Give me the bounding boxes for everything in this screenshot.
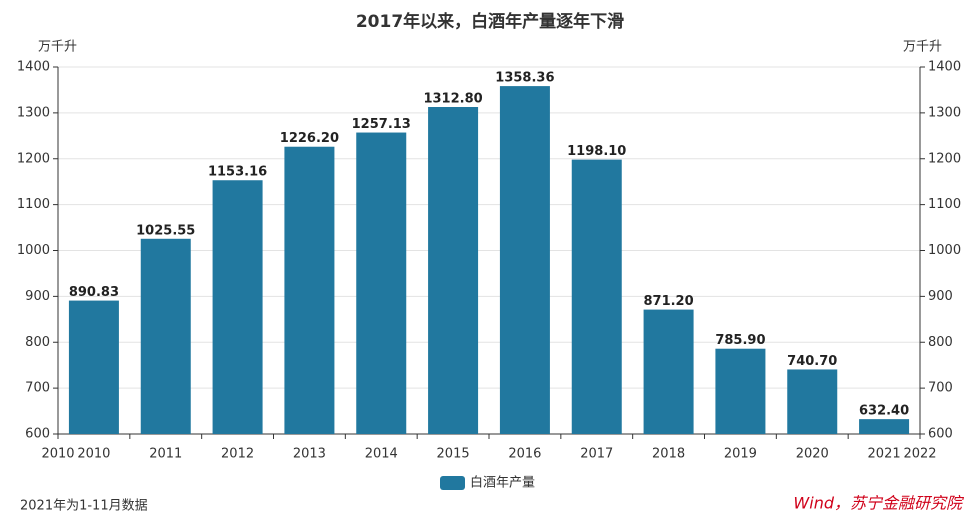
x-tick-label: 2020	[796, 447, 829, 462]
bar	[571, 159, 622, 434]
value-label: 890.83	[69, 285, 119, 300]
x-tick-label: 2011	[149, 447, 182, 462]
bar	[140, 238, 191, 434]
footnote: 2021年为1-11月数据	[20, 499, 148, 514]
y-tick-label: 1200	[17, 151, 50, 166]
y2-tick-label: 1100	[928, 197, 961, 212]
x-edge-label: 2022	[903, 447, 936, 462]
y-axis-label: 万千升	[38, 40, 77, 55]
bar	[356, 132, 407, 434]
y2-tick-label: 1000	[928, 243, 961, 258]
value-label: 1226.20	[280, 131, 339, 146]
y2-tick-label: 1200	[928, 151, 961, 166]
value-label: 740.70	[787, 354, 837, 369]
value-label: 1025.55	[136, 223, 195, 238]
value-label: 632.40	[859, 404, 909, 419]
x-tick-label: 2014	[365, 447, 398, 462]
value-label: 1198.10	[567, 144, 626, 159]
value-label: 871.20	[643, 294, 693, 309]
y-tick-label: 1400	[17, 60, 50, 75]
x-tick-label: 2017	[580, 447, 613, 462]
y2-tick-label: 1300	[928, 105, 961, 120]
value-label: 1312.80	[423, 92, 482, 107]
bar	[284, 146, 335, 434]
chart-title: 2017年以来，白酒年产量逐年下滑	[356, 11, 624, 32]
y2-tick-label: 600	[928, 427, 953, 442]
x-tick-label: 2013	[293, 447, 326, 462]
y2-tick-label: 700	[928, 381, 953, 396]
x-tick-label: 2018	[652, 447, 685, 462]
bar	[428, 107, 479, 435]
y2-tick-label: 800	[928, 335, 953, 350]
x-tick-label: 2021	[868, 447, 901, 462]
x-tick-label: 2016	[508, 447, 541, 462]
value-label: 1257.13	[352, 117, 411, 132]
y-tick-label: 1100	[17, 197, 50, 212]
y-tick-label: 1000	[17, 243, 50, 258]
x-tick-label: 2019	[724, 447, 757, 462]
x-tick-label: 2010	[77, 447, 110, 462]
x-tick-label: 2015	[437, 447, 470, 462]
bar	[787, 369, 838, 434]
y2-axis-label: 万千升	[903, 40, 942, 55]
value-label: 785.90	[715, 333, 765, 348]
y-tick-label: 600	[25, 427, 50, 442]
legend-swatch	[440, 476, 465, 490]
y-tick-label: 700	[25, 381, 50, 396]
y-tick-label: 900	[25, 289, 50, 304]
bar	[68, 300, 119, 434]
x-edge-label: 2010	[41, 447, 74, 462]
value-label: 1153.16	[208, 165, 267, 180]
bar	[643, 309, 694, 434]
legend-label: 白酒年产量	[470, 475, 535, 491]
bar	[499, 86, 550, 434]
value-label: 1358.36	[495, 71, 554, 86]
bar	[859, 419, 910, 434]
bar	[715, 348, 766, 434]
y2-tick-label: 900	[928, 289, 953, 304]
y2-tick-label: 1400	[928, 60, 961, 75]
y-tick-label: 1300	[17, 105, 50, 120]
source: Wind，苏宁金融研究院	[793, 494, 965, 513]
bar	[212, 180, 263, 434]
y-tick-label: 800	[25, 335, 50, 350]
x-tick-label: 2012	[221, 447, 254, 462]
